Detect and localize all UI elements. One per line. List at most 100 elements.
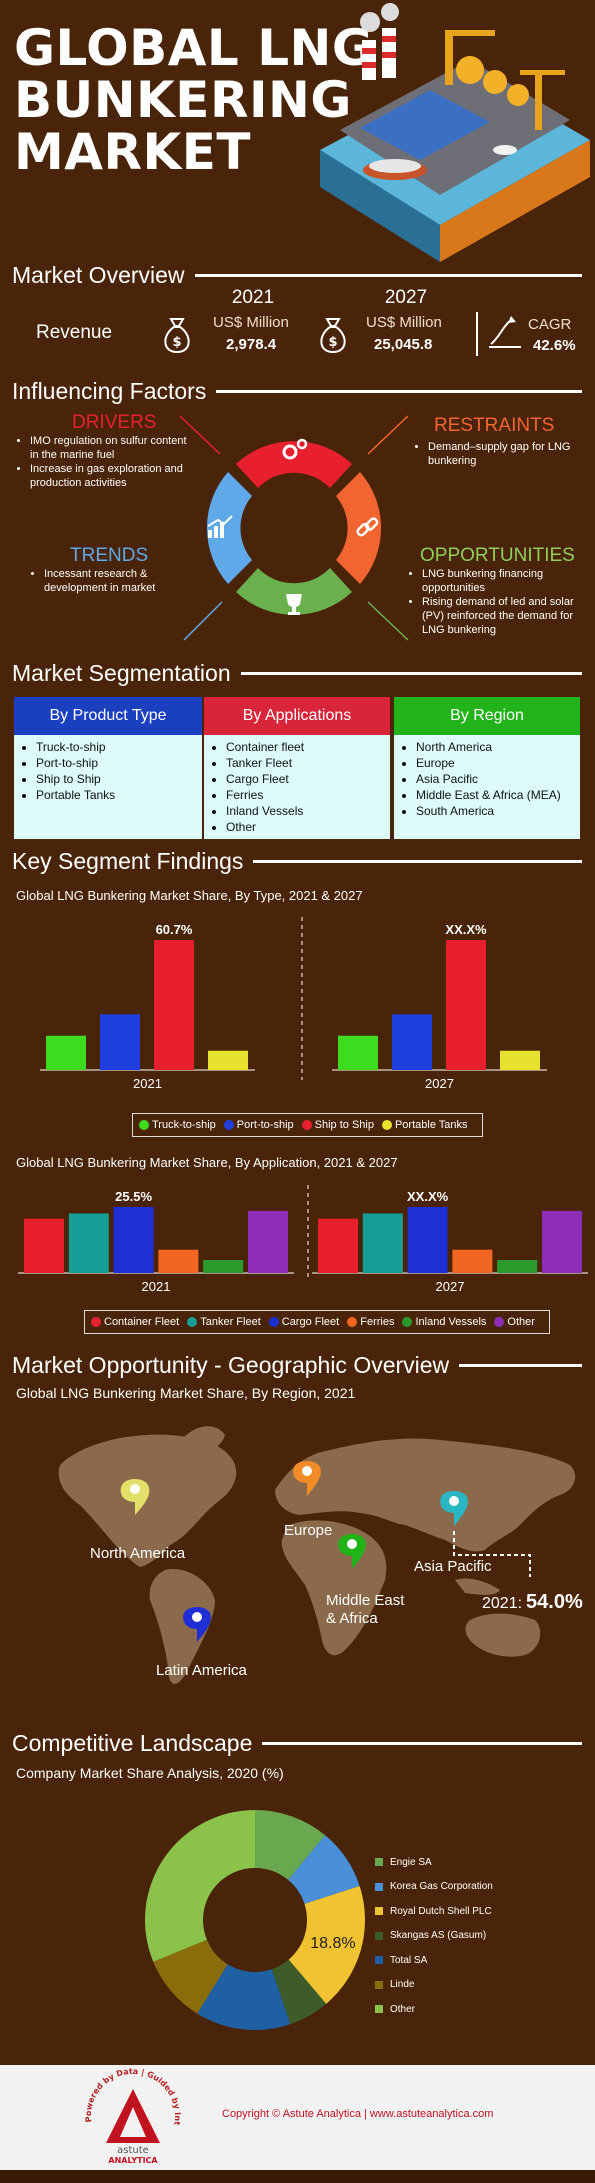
- logo-brand-bottom: ANALYTICA: [108, 2156, 158, 2165]
- bar: [24, 1218, 64, 1273]
- australia-shape: [465, 1613, 541, 1657]
- title-line: MARKET: [14, 123, 251, 181]
- bar: [208, 1050, 248, 1070]
- legend-item: Total SA: [375, 1948, 493, 1973]
- competitive-subtitle: Company Market Share Analysis, 2020 (%): [16, 1765, 284, 1781]
- svg-text:$: $: [328, 335, 337, 350]
- trends-title: TRENDS: [70, 545, 149, 566]
- group-label: 2027: [425, 1076, 454, 1091]
- indonesia-shape: [455, 1578, 500, 1595]
- divider: [476, 312, 478, 356]
- app-chart-legend: Container Fleet Tanker Fleet Cargo Fleet Fe…: [84, 1310, 550, 1334]
- section-title: Market Segmentation: [12, 660, 231, 686]
- bar: [362, 1213, 403, 1273]
- donut-slice: [145, 1810, 255, 1962]
- geo-heading: Market Opportunity - Geographic Overview: [12, 1352, 582, 1379]
- donut-slice: [271, 1959, 327, 2025]
- title-line: BUNKERING: [14, 71, 352, 129]
- south-america-shape: [149, 1569, 215, 1684]
- section-title: Key Segment Findings: [12, 848, 244, 874]
- world-map: [58, 1426, 576, 1684]
- segmentation-heading: Market Segmentation: [12, 660, 582, 687]
- list-item: Incessant research & development in mark…: [44, 567, 180, 595]
- logo-brand-top: astute: [117, 2145, 149, 2156]
- legend-swatch: [375, 1858, 383, 1867]
- list-item: Increase in gas exploration and producti…: [30, 462, 196, 490]
- asia-pacific-share: 2021: 54.0%: [482, 1591, 583, 1614]
- legend-swatch: [347, 1317, 358, 1327]
- type-chart-title: Global LNG Bunkering Market Share, By Ty…: [16, 888, 363, 903]
- europe-pin: [293, 1461, 321, 1496]
- segment-list: North America Europe Asia Pacific Middle…: [394, 735, 580, 839]
- legend-swatch: [375, 2005, 383, 2014]
- legend-item: Port-to-ship: [223, 1119, 294, 1131]
- opportunities-title: OPPORTUNITIES: [420, 545, 575, 566]
- legend-label: Inland Vessels: [415, 1316, 487, 1328]
- bar: [158, 1249, 199, 1273]
- app-chart-title: Global LNG Bunkering Market Share, By Ap…: [16, 1155, 398, 1170]
- legend-swatch: [402, 1317, 413, 1327]
- legend-swatch: [375, 1931, 383, 1940]
- segment-box-title: By Applications: [204, 697, 390, 735]
- list-item: South America: [416, 803, 574, 819]
- legend-item: Ferries: [347, 1316, 394, 1328]
- legend-item: Engie SA: [375, 1850, 493, 1875]
- list-item: Asia Pacific: [416, 771, 574, 787]
- legend-item: Truck-to-ship: [139, 1119, 216, 1131]
- legend-item: Inland Vessels: [402, 1316, 486, 1328]
- legend-swatch: [91, 1317, 101, 1327]
- cagr-label: CAGR: [528, 316, 572, 333]
- list-item: Middle East & Africa (MEA): [416, 787, 574, 803]
- drivers-title: DRIVERS: [72, 412, 157, 433]
- legend-label: Tanker Fleet: [200, 1316, 261, 1328]
- bar: [68, 1213, 109, 1273]
- legend-item: Cargo Fleet: [268, 1316, 340, 1328]
- bar: [154, 940, 194, 1070]
- trophy-icon: [286, 594, 302, 615]
- eurasia-shape: [275, 1438, 576, 1552]
- bar: [497, 1260, 538, 1273]
- restraints-title: RESTRAINTS: [434, 415, 555, 436]
- trend-chart-icon: [207, 515, 233, 538]
- divider: [240, 672, 582, 675]
- legend-label: Cargo Fleet: [281, 1316, 340, 1328]
- north-america-label: North America: [90, 1545, 186, 1562]
- slice-annotation: 18.8%: [310, 1935, 355, 1952]
- legend-label: Portable Tanks: [394, 1119, 468, 1131]
- type-chart-legend: Truck-to-ship Port-to-ship Ship to Ship Por…: [132, 1113, 483, 1137]
- section-title: Market Overview: [12, 262, 185, 288]
- europe-label: Europe: [284, 1522, 333, 1539]
- legend-swatch: [494, 1317, 505, 1327]
- divider: [459, 1364, 582, 1367]
- list-item: Demand–supply gap for LNG bunkering: [428, 440, 574, 468]
- divider: [216, 390, 582, 393]
- trends-segment: [206, 472, 252, 584]
- legend-label: Engie SA: [390, 1856, 432, 1868]
- company-share-donut: 18.8%: [145, 1810, 365, 2030]
- donut-slice: [288, 1835, 360, 1904]
- port-illustration: [320, 3, 590, 262]
- geo-subtitle: Global LNG Bunkering Market Share, By Re…: [16, 1385, 356, 1401]
- legend-label: Port-to-ship: [236, 1119, 294, 1131]
- list-item: Rising demand of led and solar (PV) rein…: [422, 595, 578, 637]
- mea-label: Middle East & Africa: [326, 1592, 404, 1628]
- bottom-strip: [0, 2170, 595, 2183]
- bar: [407, 1207, 448, 1273]
- segment-box-title: By Region: [394, 697, 580, 735]
- unit-end: US$ Million: [366, 314, 442, 331]
- legend-swatch: [223, 1120, 234, 1130]
- list-item: Ship to Ship: [36, 771, 196, 787]
- list-item: Portable Tanks: [36, 787, 196, 803]
- legend-swatch: [139, 1120, 149, 1130]
- bar: [203, 1260, 244, 1273]
- group-label: 2027: [436, 1279, 465, 1294]
- key-findings-heading: Key Segment Findings: [12, 848, 582, 875]
- list-item: Other: [226, 819, 384, 835]
- divider: [262, 1742, 582, 1745]
- year-start: 2021: [231, 287, 275, 308]
- page-title: GLOBAL LNG BUNKERING MARKET: [14, 22, 373, 178]
- share-year: 2021:: [482, 1595, 523, 1612]
- opportunities-segment: [236, 568, 352, 615]
- restraints-list: Demand–supply gap for LNG bunkering: [414, 440, 574, 468]
- latin-america-label: Latin America: [156, 1662, 247, 1679]
